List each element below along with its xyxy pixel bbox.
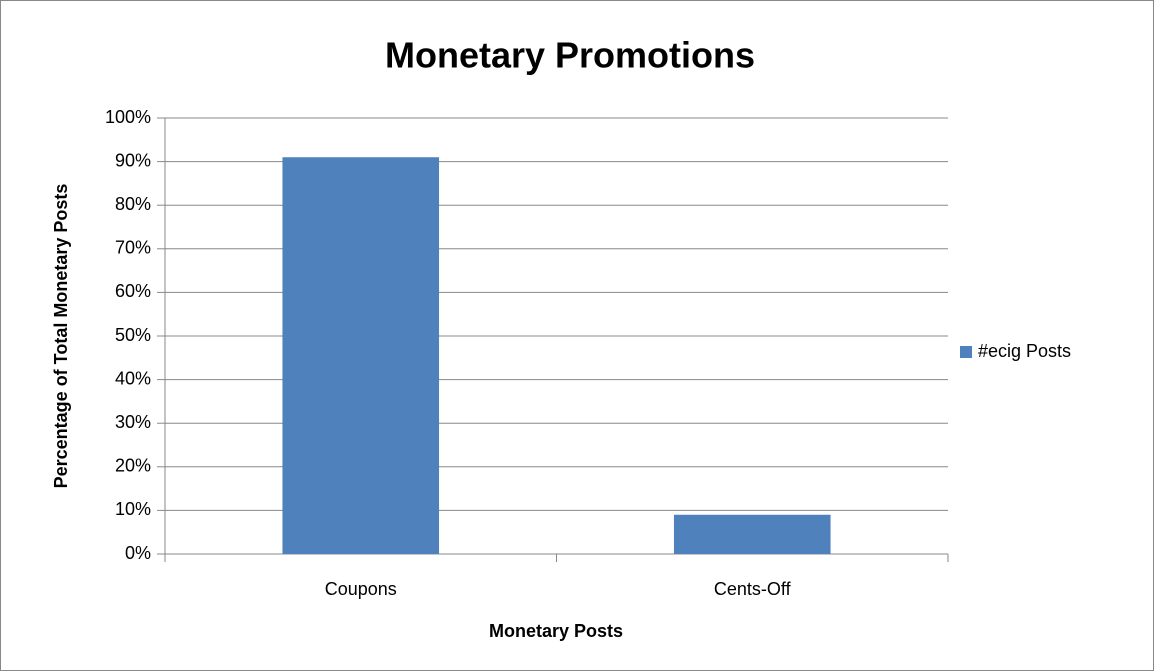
y-tick-label: 50% xyxy=(115,325,151,345)
y-tick-label: 0% xyxy=(125,543,151,563)
y-tick-label: 40% xyxy=(115,368,151,388)
y-tick-label: 30% xyxy=(115,412,151,432)
x-tick-label: Cents-Off xyxy=(714,579,792,599)
y-tick-label: 60% xyxy=(115,281,151,301)
x-axis-label: Monetary Posts xyxy=(489,621,623,641)
y-tick-label: 20% xyxy=(115,456,151,476)
x-tick-label: Coupons xyxy=(325,579,397,599)
y-tick-label: 70% xyxy=(115,238,151,258)
legend-label: #ecig Posts xyxy=(978,341,1071,361)
y-tick-label: 100% xyxy=(105,107,151,127)
y-tick-label: 90% xyxy=(115,150,151,170)
bar xyxy=(673,514,831,554)
y-tick-label: 10% xyxy=(115,499,151,519)
chart-title: Monetary Promotions xyxy=(385,35,755,76)
y-tick-label: 80% xyxy=(115,194,151,214)
y-axis-label: Percentage of Total Monetary Posts xyxy=(51,184,71,489)
bar xyxy=(282,157,440,555)
legend-swatch xyxy=(960,346,972,358)
